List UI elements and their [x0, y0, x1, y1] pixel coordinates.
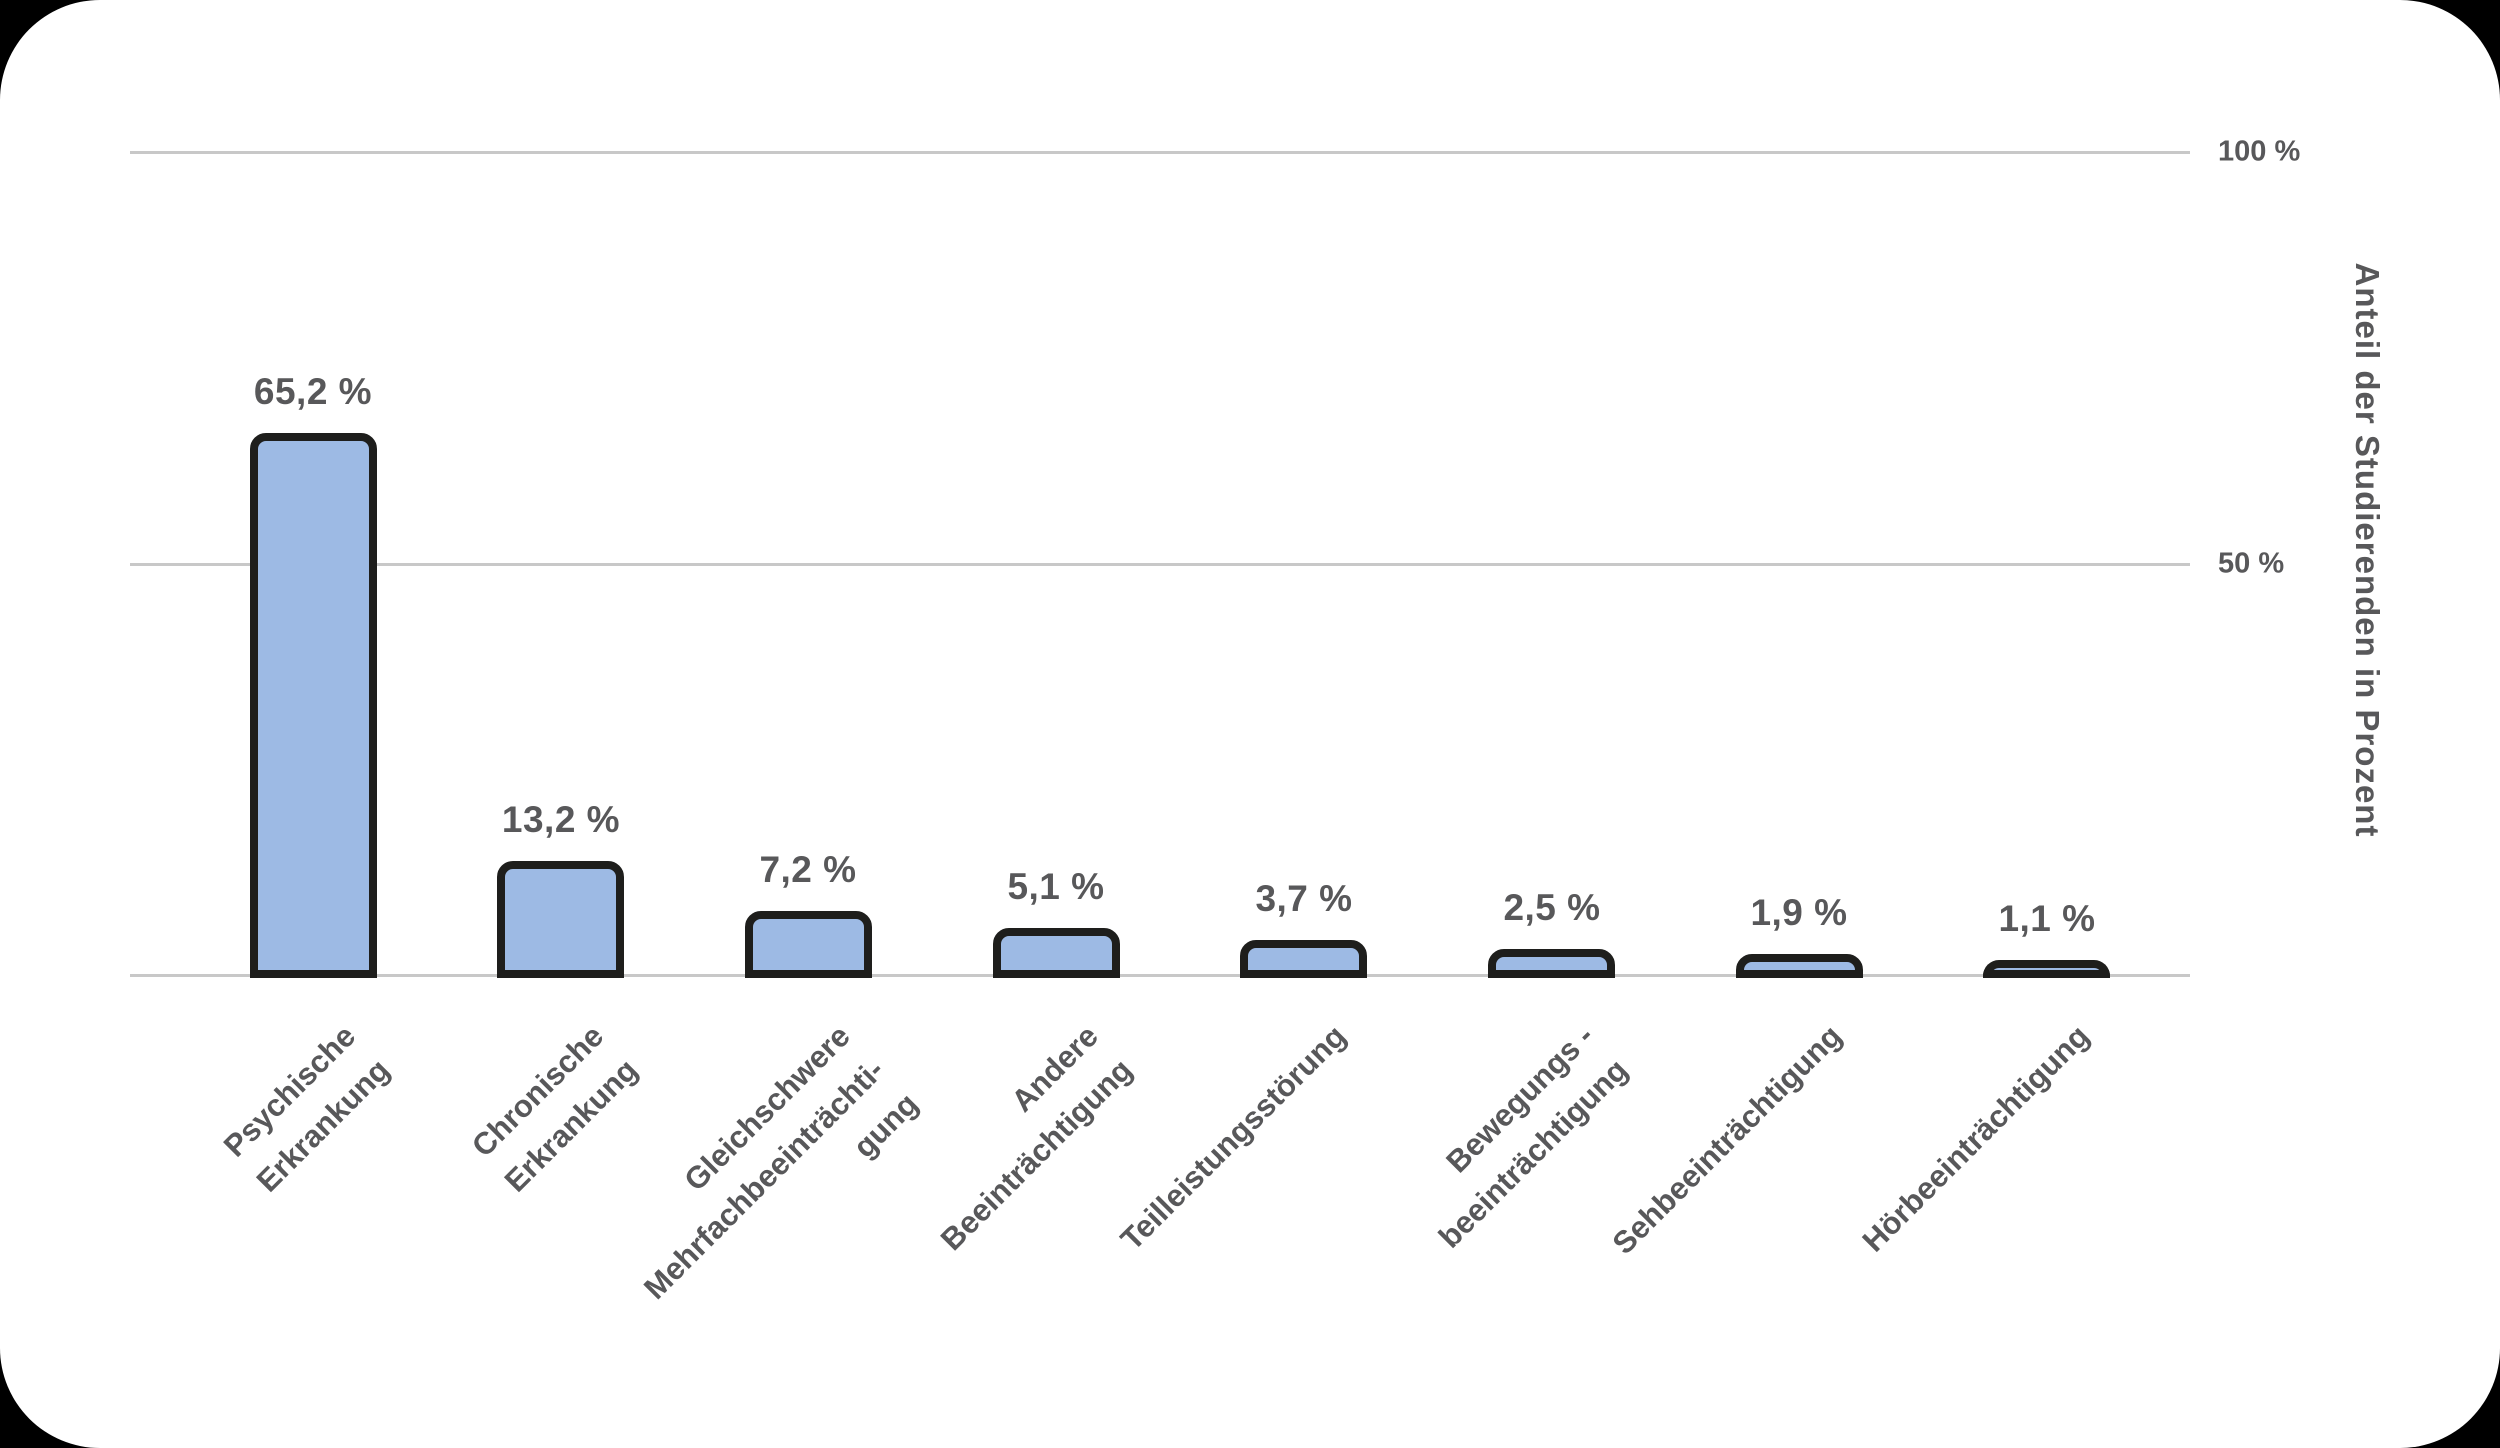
bar-1 [250, 433, 377, 978]
bar-6 [1488, 949, 1615, 978]
bar-value-label-4: 5,1 % [1007, 866, 1105, 908]
gridline-100 [130, 151, 2190, 154]
bar-value-label-2: 13,2 % [501, 799, 621, 841]
bar-5 [1240, 940, 1367, 978]
bar-value-label-3: 7,2 % [759, 848, 857, 890]
bar-7 [1736, 954, 1863, 978]
y-axis-tick-label-50: 50 % [2218, 547, 2285, 580]
x-axis-category-label-7: Sehbeeinträchtigung [1605, 1018, 1848, 1262]
y-axis-title: Anteil der Studierenden in Prozent [2349, 262, 2386, 838]
bar-3 [745, 911, 872, 978]
bar-value-label-1: 65,2 % [253, 371, 373, 413]
bar-8 [1983, 960, 2110, 978]
x-axis-category-label-4: Andere Beeinträchtigung [933, 1018, 1139, 1258]
bar-value-label-7: 1,9 % [1750, 892, 1848, 934]
y-axis-tick-label-100: 100 % [2218, 135, 2301, 168]
x-axis-category-label-1: Psychische Erkrankung [216, 1018, 396, 1199]
x-axis-category-label-6: Bewegungs - beeinträchtigung [1431, 1018, 1634, 1255]
x-axis-baseline [130, 974, 2190, 977]
x-axis-category-label-8: Hörbeeinträchtigung [1855, 1018, 2096, 1259]
x-axis-category-label-3: Gleichschwere Mehrfachbeeinträchti- gung [637, 1018, 925, 1306]
bar-value-label-6: 2,5 % [1503, 887, 1601, 929]
x-axis-category-label-2: Chronische Erkrankung [464, 1018, 644, 1199]
bar-value-label-5: 3,7 % [1255, 877, 1353, 919]
bar-2 [497, 861, 624, 978]
x-axis-category-label-5: Teilleistungsstörung [1114, 1018, 1353, 1257]
gridline-50 [130, 563, 2190, 566]
bar-4 [993, 928, 1120, 978]
bar-value-label-8: 1,1 % [1998, 898, 2096, 939]
